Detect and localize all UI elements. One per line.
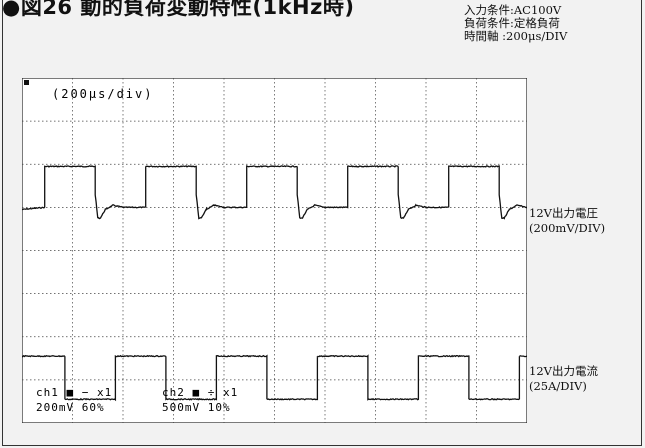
- current-trace: [22, 354, 527, 402]
- current-label: 12V出力電流 (25A/DIV): [529, 364, 598, 394]
- oscilloscope-screen: (200μs/div) ch1 ■ − x1 200mV 60% ch2 ■ ÷…: [22, 78, 527, 423]
- trigger-marker: [24, 80, 29, 85]
- ch1-setting: ch1 ■ − x1: [36, 386, 112, 399]
- grid: [22, 78, 527, 423]
- time-scale-label: (200μs/div): [52, 87, 153, 101]
- current-label-scale: (25A/DIV): [529, 379, 587, 393]
- test-conditions: 入力条件:AC100V 負荷条件:定格負荷 時間軸 :200μs/DIV: [464, 4, 567, 43]
- ch2-values: 500mV 10%: [162, 401, 231, 414]
- condition-input: 入力条件:AC100V: [464, 3, 562, 17]
- current-label-name: 12V出力電流: [529, 364, 598, 378]
- condition-load: 負荷条件:定格負荷: [464, 16, 560, 30]
- condition-timebase: 時間軸 :200μs/DIV: [464, 29, 568, 43]
- voltage-label-scale: (200mV/DIV): [529, 221, 606, 235]
- ch2-setting: ch2 ■ ÷ x1: [162, 386, 238, 399]
- voltage-label-name: 12V出力電圧: [529, 206, 598, 220]
- traces: [22, 165, 527, 402]
- voltage-label: 12V出力電圧 (200mV/DIV): [529, 206, 605, 236]
- voltage-trace: [22, 165, 527, 220]
- figure-title: ●図26 動的負荷変動特性(1kHz時): [2, 0, 355, 19]
- ch1-values: 200mV 60%: [36, 401, 105, 414]
